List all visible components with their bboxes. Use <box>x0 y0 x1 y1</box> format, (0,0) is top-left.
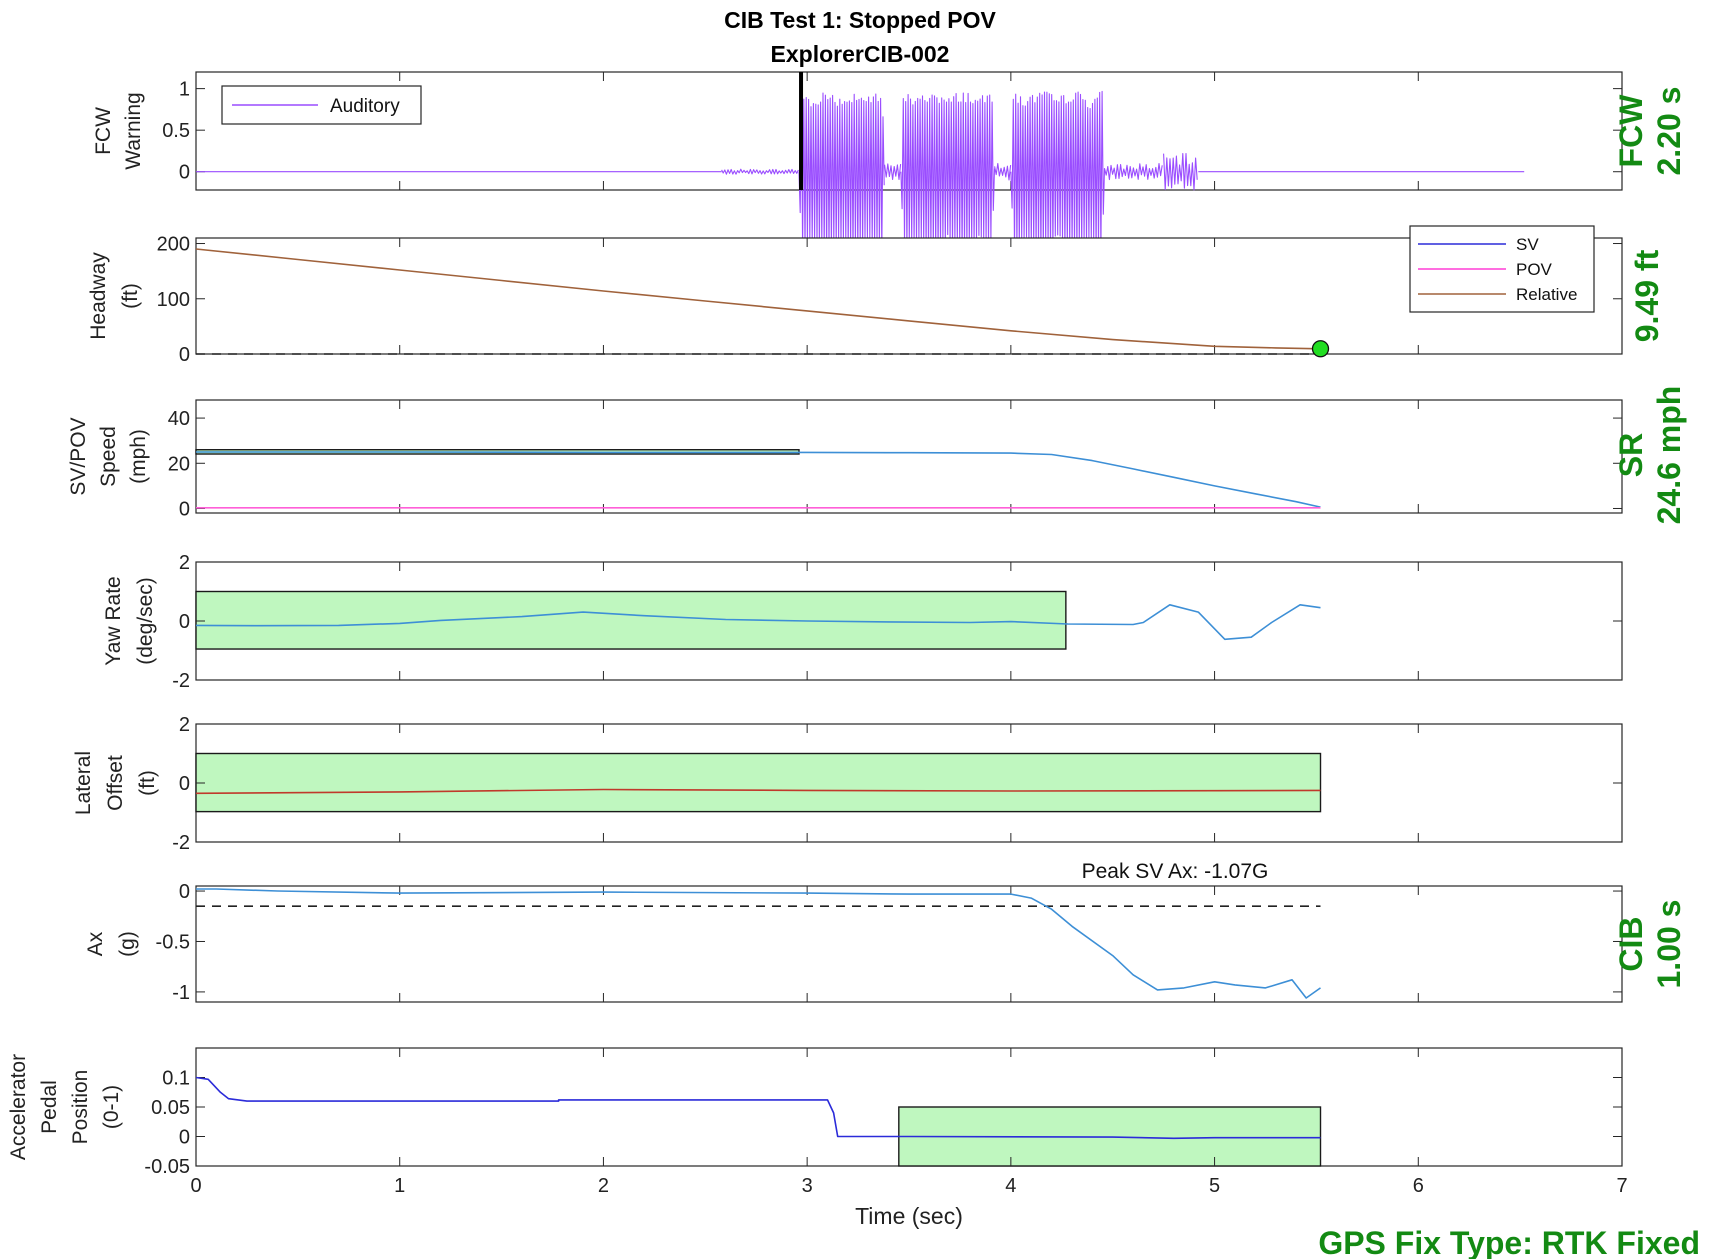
gps-fix-label: GPS Fix Type: RTK Fixed <box>1318 1225 1700 1259</box>
y-tick-label: 0.05 <box>151 1097 190 1119</box>
x-tick-label: 3 <box>802 1175 813 1197</box>
y-tick-label: 200 <box>157 234 190 256</box>
series-pedal-sv <box>195 1076 1321 1140</box>
x-tick-label: 2 <box>598 1175 609 1197</box>
y-tick-label: -2 <box>172 670 190 692</box>
y-tick-label: 0.1 <box>162 1068 190 1090</box>
x-tick-label: 1 <box>394 1175 405 1197</box>
y-axis-label-ax: (g) <box>116 931 139 957</box>
y-tick-label: 0 <box>179 611 190 633</box>
y-tick-label: 100 <box>157 289 190 311</box>
plot-area-speed <box>195 399 1623 514</box>
y-tick-label: 0 <box>179 1127 190 1149</box>
series-speed-sv <box>196 451 1321 508</box>
y-axis-label-lateral: (ft) <box>136 770 159 796</box>
impact-marker <box>1311 340 1330 358</box>
series-fcw-auditory <box>196 90 1525 254</box>
x-tick-label: 4 <box>1005 1175 1016 1197</box>
peak-ax-annotation: Peak SV Ax: -1.07G <box>1082 860 1269 883</box>
side-label-value: 9.49 ft <box>1629 249 1665 342</box>
side-label-title: CIB <box>1613 916 1649 971</box>
panel-ax: -1 -0.5 0 Ax (g) Peak SV Ax: -1.07G <box>84 860 1623 1004</box>
x-tick-label: 5 <box>1209 1175 1220 1197</box>
y-axis-label-pedal: Accelerator <box>7 1054 30 1160</box>
y-tick-label: 0 <box>179 344 190 366</box>
panel-fcw: 0 0.5 1 FCW Warning Auditory <box>92 71 1623 254</box>
panel-lateral: -2 0 2 Lateral Offset (ft) <box>72 714 1623 854</box>
legend-entry: Auditory <box>330 96 400 117</box>
y-tick-label: 0 <box>179 773 190 795</box>
y-axis-label-fcw: Warning <box>122 92 145 169</box>
y-tick-label: 0.5 <box>162 120 190 142</box>
y-axis-label-yaw: Yaw Rate <box>102 576 125 666</box>
y-axis-label-ax: Ax <box>84 931 107 956</box>
side-label-title: FCW <box>1613 94 1649 168</box>
plot-area-headway <box>195 237 1623 355</box>
x-tick-label: 7 <box>1616 1175 1627 1197</box>
y-axis-label-speed: Speed <box>97 426 120 487</box>
legend-entry: POV <box>1516 260 1553 279</box>
y-axis-label-pedal: Position <box>69 1070 92 1145</box>
x-tick-label: 6 <box>1413 1175 1424 1197</box>
side-label-value: 1.00 s <box>1651 900 1687 989</box>
y-axis-label-lateral: Offset <box>104 755 127 811</box>
figure-subtitle: ExplorerCIB-002 <box>771 41 950 67</box>
side-labels: FCW 2.20 s 9.49 ft SR 24.6 mph CIB 1.00 s <box>1613 87 1687 989</box>
y-axis-label-lateral: Lateral <box>72 751 95 815</box>
panel-yaw: -2 0 2 Yaw Rate (deg/sec) <box>102 552 1623 692</box>
figure-title: CIB Test 1: Stopped POV <box>724 7 996 33</box>
threshold-band-yaw-0 <box>195 590 1067 650</box>
series-yaw-sv <box>195 604 1321 641</box>
y-tick-label: -0.05 <box>144 1156 190 1178</box>
y-tick-label: 0 <box>179 162 190 184</box>
y-axis-label-speed: SV/POV <box>67 417 90 495</box>
y-axis-label-fcw: FCW <box>92 107 115 155</box>
series-lateral-sv <box>195 788 1321 795</box>
y-tick-label: 0 <box>179 498 190 520</box>
y-tick-label: 0 <box>179 881 190 903</box>
x-tick-label: 0 <box>190 1175 201 1197</box>
legend-entry: SV <box>1516 235 1539 254</box>
x-axis-label: Time (sec) <box>855 1203 963 1229</box>
y-tick-label: 2 <box>179 552 190 574</box>
y-tick-label: 1 <box>179 79 190 101</box>
y-tick-label: -1 <box>172 982 190 1004</box>
y-axis-label-headway: (ft) <box>119 283 142 309</box>
y-axis-label-speed: (mph) <box>127 429 150 484</box>
series-headway-relative <box>195 248 1321 350</box>
y-tick-label: -2 <box>172 832 190 854</box>
legend-entry: Relative <box>1516 285 1577 304</box>
y-axis-label-headway: Headway <box>87 252 110 340</box>
y-tick-label: 40 <box>168 408 190 430</box>
panel-headway: 0 100 200 Headway (ft) SV POV Relative <box>87 225 1623 366</box>
y-tick-label: -0.5 <box>156 931 190 953</box>
side-label-title: SR <box>1613 433 1649 477</box>
y-tick-label: 20 <box>168 453 190 475</box>
y-tick-label: 2 <box>179 714 190 736</box>
panel-speed: 0 20 40 SV/POV Speed (mph) <box>67 399 1623 520</box>
plot-area-ax <box>195 885 1623 1003</box>
side-label-value: 24.6 mph <box>1651 386 1687 525</box>
series-ax-sv <box>196 888 1321 999</box>
y-axis-label-pedal: (0-1) <box>100 1085 123 1129</box>
y-axis-label-pedal: Pedal <box>38 1080 61 1134</box>
y-axis-label-yaw: (deg/sec) <box>134 577 157 665</box>
threshold-band-lateral-0 <box>195 752 1322 813</box>
side-label-value: 2.20 s <box>1651 87 1687 176</box>
